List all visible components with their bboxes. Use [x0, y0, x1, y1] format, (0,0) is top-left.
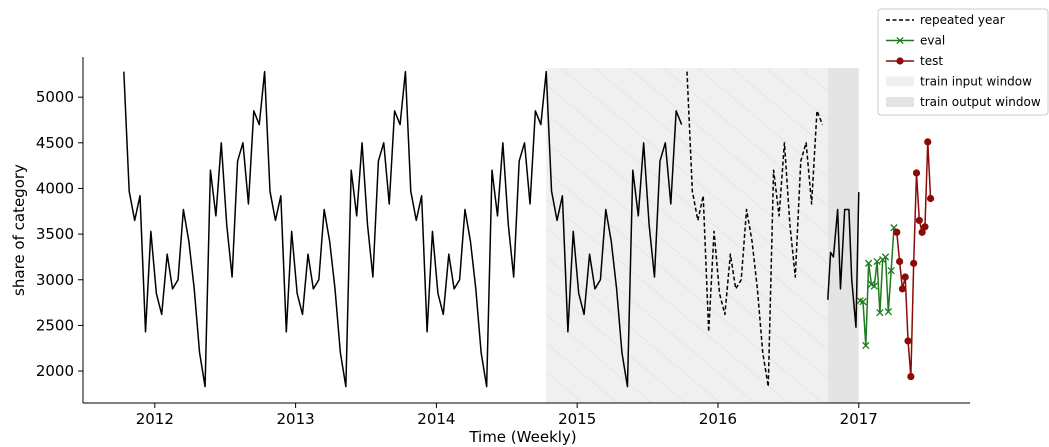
marker: [887, 266, 895, 275]
legend-label: train input window: [920, 75, 1032, 89]
spans: [546, 68, 859, 403]
y-tick-label: 3500: [36, 225, 74, 243]
marker: [907, 372, 915, 381]
marker: [896, 36, 904, 45]
marker: [884, 308, 892, 316]
y-tick-label: 5000: [36, 88, 74, 106]
y-axis-label: share of category: [10, 164, 28, 296]
y-tick-label: 3000: [36, 271, 74, 289]
plot: [123, 70, 935, 388]
marker: [896, 257, 904, 266]
marker: [870, 282, 878, 290]
marker: [912, 169, 921, 177]
marker: [881, 253, 890, 261]
marker: [918, 228, 926, 236]
series-line: [123, 70, 683, 388]
marker: [926, 194, 935, 203]
legend-swatch: [886, 76, 914, 87]
marker: [876, 308, 884, 317]
legend-label: test: [920, 54, 943, 68]
x-tick-label: 2013: [277, 410, 315, 428]
series-line: [686, 71, 824, 388]
marker: [924, 138, 932, 146]
x-tick-label: 2014: [417, 410, 455, 428]
axes: 2000 2500 3000 3500 4000 4500 5000 2012 2013 2014…: [36, 57, 970, 428]
x-tick-label: 2016: [699, 410, 737, 428]
marker: [904, 337, 912, 345]
y-tick-label: 2500: [36, 316, 74, 334]
x-tick-label: 2015: [558, 410, 596, 428]
legend-box: [877, 8, 1049, 116]
marker: [898, 285, 907, 293]
y-tick-label: 4000: [36, 179, 74, 197]
marker: [896, 57, 904, 65]
marker: [921, 223, 929, 231]
legend-label: repeated year: [920, 13, 1005, 27]
x-tick-label: 2012: [136, 410, 174, 428]
marker: [864, 259, 873, 267]
legend-label: train output window: [920, 95, 1041, 109]
series-line: [827, 192, 860, 328]
y-tick-label: 2000: [36, 362, 74, 380]
legend: repeated year eval test train input window t…: [877, 8, 1049, 116]
marker: [873, 257, 881, 266]
span-hatch: [546, 68, 828, 403]
marker: [893, 228, 901, 236]
marker: [915, 216, 923, 225]
marker: [901, 273, 909, 281]
legend-swatch: [886, 97, 914, 107]
marker: [859, 298, 867, 306]
x-tick-label: 2017: [840, 410, 878, 428]
y-tick-label: 4500: [36, 134, 74, 152]
legend-label: eval: [920, 34, 945, 48]
x-axis-label: Time (Weekly): [468, 428, 576, 446]
marker: [910, 259, 918, 267]
series-line: [859, 227, 895, 347]
marker: [862, 341, 870, 350]
